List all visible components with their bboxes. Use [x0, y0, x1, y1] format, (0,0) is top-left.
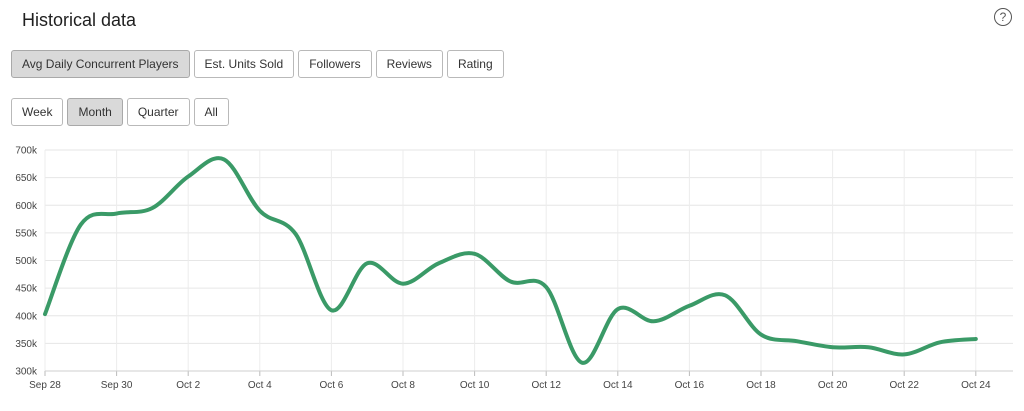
y-tick-label: 350k: [15, 339, 38, 350]
tab-rating[interactable]: Rating: [446, 50, 504, 78]
range-tab-bar: Week Month Quarter All: [11, 98, 229, 126]
y-axis: 700k 650k 600k 550k 500k 450k 400k 350k 300k: [15, 146, 38, 378]
y-tick-label: 550k: [15, 228, 38, 239]
x-tick-label: Sep 30: [101, 380, 133, 391]
range-quarter-button[interactable]: Quarter: [126, 98, 190, 126]
x-tick-label: Oct 2: [176, 380, 200, 391]
range-week-button[interactable]: Week: [11, 98, 64, 126]
y-tick-label: 650k: [15, 173, 38, 184]
y-tick-label: 500k: [15, 256, 38, 267]
metric-tab-bar: Avg Daily Concurrent Players Est. Units …: [11, 50, 504, 78]
x-tick-label: Oct 24: [961, 380, 991, 391]
x-tick-label: Oct 6: [319, 380, 343, 391]
x-tick-label: Oct 12: [531, 380, 561, 391]
chart-grid: [44, 149, 1013, 376]
y-tick-label: 400k: [15, 311, 38, 322]
y-tick-label: 700k: [15, 146, 38, 157]
x-axis: Sep 28 Sep 30 Oct 2 Oct 4 Oct 6 Oct 8 Oct 10 Oc…: [29, 380, 991, 391]
y-tick-label: 300k: [15, 367, 38, 378]
x-tick-label: Oct 10: [460, 380, 490, 391]
x-tick-label: Oct 4: [248, 380, 272, 391]
x-tick-label: Oct 22: [889, 380, 919, 391]
line-chart: 700k 650k 600k 550k 500k 450k 400k 350k 300k Sep…: [15, 146, 1013, 391]
series-line: [43, 156, 978, 365]
tab-followers[interactable]: Followers: [298, 50, 372, 78]
tab-est-units-sold[interactable]: Est. Units Sold: [193, 50, 295, 78]
x-tick-label: Sep 28: [29, 380, 61, 391]
x-tick-label: Oct 18: [746, 380, 776, 391]
tab-avg-daily-concurrent-players[interactable]: Avg Daily Concurrent Players: [11, 50, 190, 78]
x-tick-label: Oct 14: [603, 380, 633, 391]
y-tick-label: 450k: [15, 284, 38, 295]
x-tick-label: Oct 8: [391, 380, 415, 391]
y-tick-label: 600k: [15, 201, 38, 212]
tab-reviews[interactable]: Reviews: [375, 50, 443, 78]
range-all-button[interactable]: All: [193, 98, 229, 126]
page-title: Historical data: [22, 10, 137, 30]
range-month-button[interactable]: Month: [67, 98, 123, 126]
question-circle-icon[interactable]: ?: [994, 8, 1012, 26]
x-tick-label: Oct 20: [818, 380, 848, 391]
x-tick-label: Oct 16: [675, 380, 705, 391]
